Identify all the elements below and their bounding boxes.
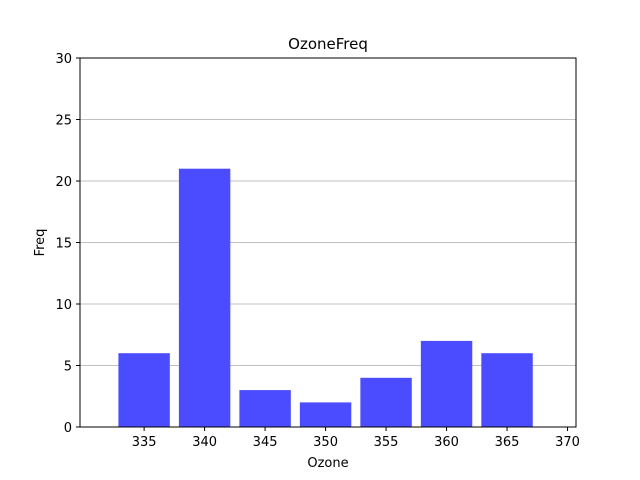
y-tick-label: 15 xyxy=(55,237,72,252)
x-tick-label: 370 xyxy=(555,435,580,450)
histogram-bar xyxy=(481,353,533,427)
y-axis-label: Freq xyxy=(33,229,48,257)
x-axis-ticks: 335 340 345 350 355 360 365 370 xyxy=(132,427,580,450)
histogram-bar xyxy=(178,168,231,427)
x-tick-label: 365 xyxy=(495,435,520,450)
histogram-bar xyxy=(239,390,291,427)
histogram-bar xyxy=(420,340,473,427)
y-tick-label: 10 xyxy=(55,298,72,313)
x-tick-label: 350 xyxy=(313,435,338,450)
y-axis-ticks: 0 5 10 15 20 25 30 xyxy=(55,52,80,436)
x-tick-label: 355 xyxy=(374,435,399,450)
bars xyxy=(118,168,533,427)
x-axis-label: Ozone xyxy=(307,456,348,471)
x-tick-label: 345 xyxy=(253,435,278,450)
y-tick-label: 25 xyxy=(55,114,72,129)
histogram-bar xyxy=(360,377,412,427)
x-tick-label: 340 xyxy=(192,435,217,450)
y-tick-label: 5 xyxy=(64,360,72,375)
x-tick-label: 360 xyxy=(434,435,459,450)
y-tick-label: 0 xyxy=(64,421,72,436)
histogram-bar xyxy=(299,402,352,427)
histogram-bar xyxy=(118,353,170,427)
y-tick-label: 20 xyxy=(55,175,72,190)
x-tick-label: 335 xyxy=(132,435,157,450)
y-tick-label: 30 xyxy=(55,52,72,67)
chart-title: OzoneFreq xyxy=(288,35,368,53)
grid-lines xyxy=(80,119,576,366)
